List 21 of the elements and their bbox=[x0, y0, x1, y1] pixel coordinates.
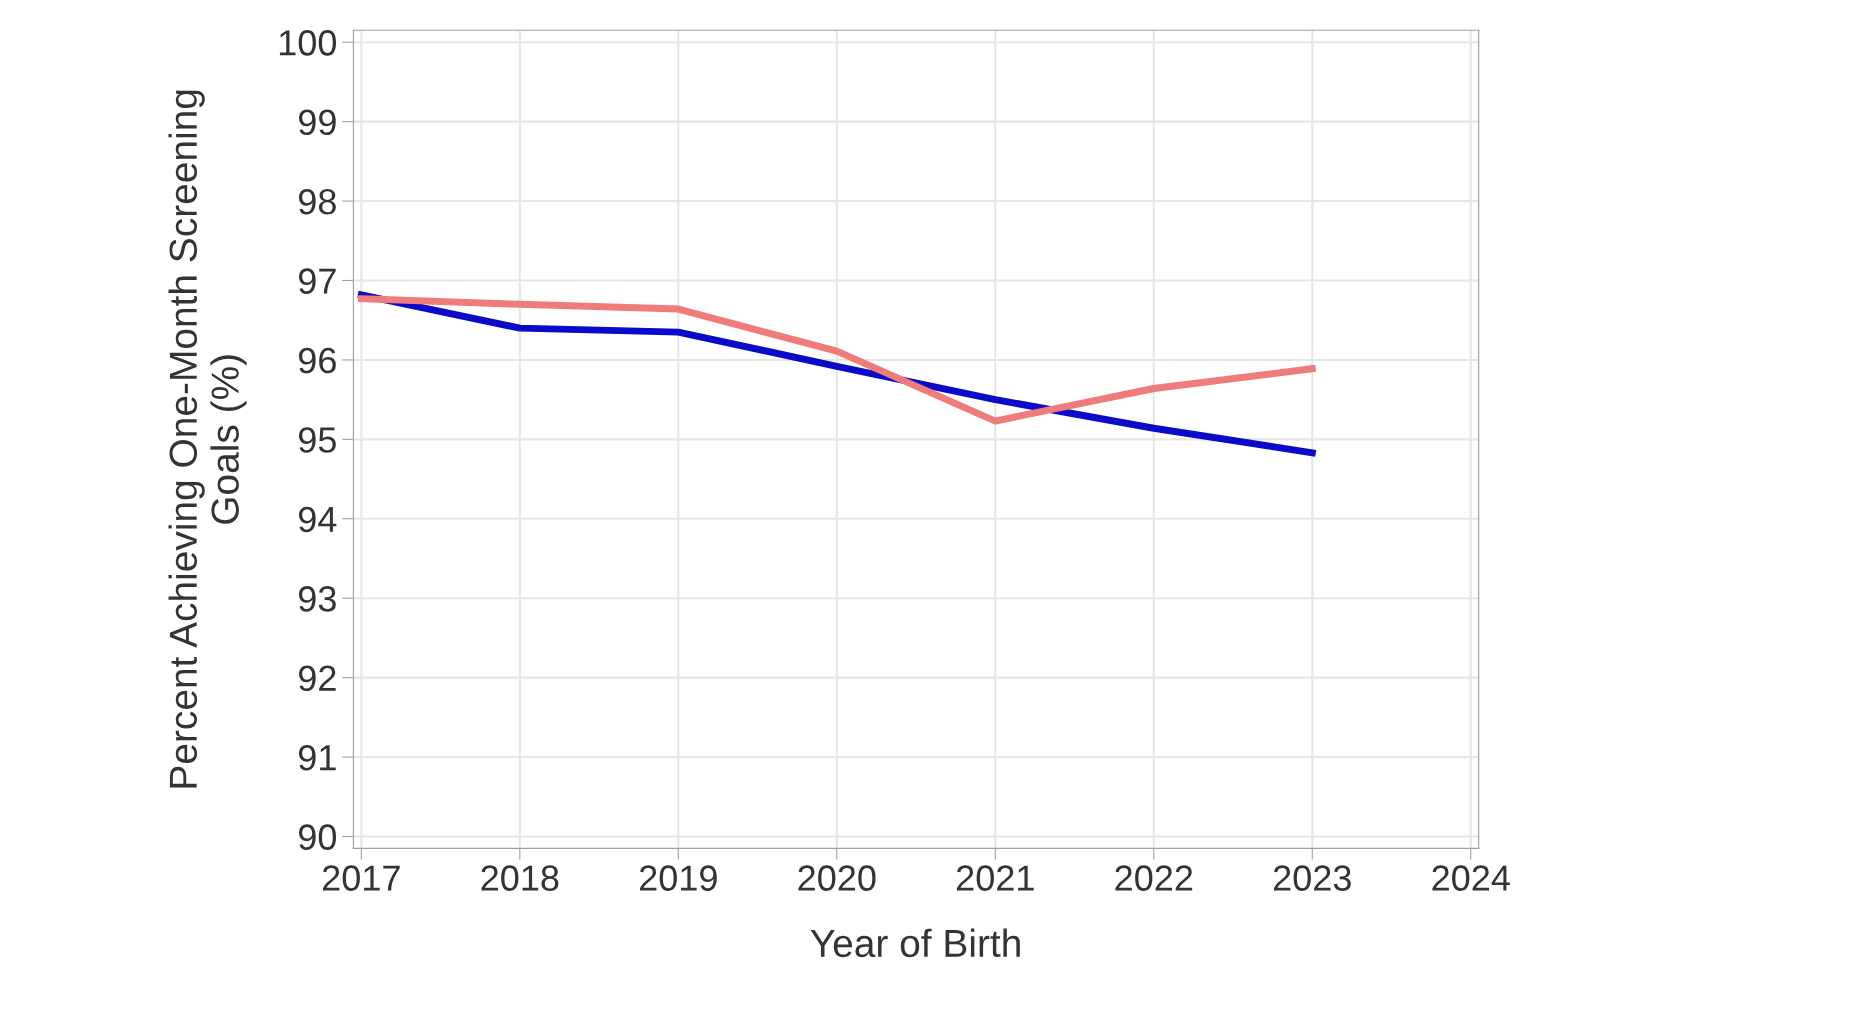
x-tick-label: 2022 bbox=[1115, 865, 1193, 891]
x-tick-label: 2020 bbox=[798, 865, 876, 891]
y-tick-label: 99 bbox=[298, 109, 336, 136]
y-tick-label: 93 bbox=[298, 586, 336, 612]
y-tick-label: 96 bbox=[298, 347, 336, 374]
y-tick-label: 100 bbox=[279, 30, 337, 56]
y-tick-label: 91 bbox=[298, 744, 336, 771]
y-tick-label: 98 bbox=[298, 188, 336, 215]
x-tick-label: 2023 bbox=[1273, 865, 1351, 891]
y-tick-label: 90 bbox=[298, 824, 337, 850]
y-axis-title: Percent Achieving One-Month Screening Goals (%) bbox=[168, 90, 247, 788]
y-tick-label: 95 bbox=[298, 427, 336, 453]
y-tick-label: 97 bbox=[298, 268, 336, 294]
x-tick-label: 2024 bbox=[1432, 865, 1510, 891]
x-tick-label: 2021 bbox=[956, 865, 1034, 891]
y-tick-label: 92 bbox=[298, 665, 336, 692]
x-tick-label: 2019 bbox=[639, 865, 717, 891]
y-tick-label: 94 bbox=[298, 506, 337, 533]
x-tick-label: 2018 bbox=[481, 865, 559, 891]
x-axis-title: Year of Birth bbox=[810, 928, 1020, 958]
x-tick-label: 2017 bbox=[322, 865, 400, 891]
